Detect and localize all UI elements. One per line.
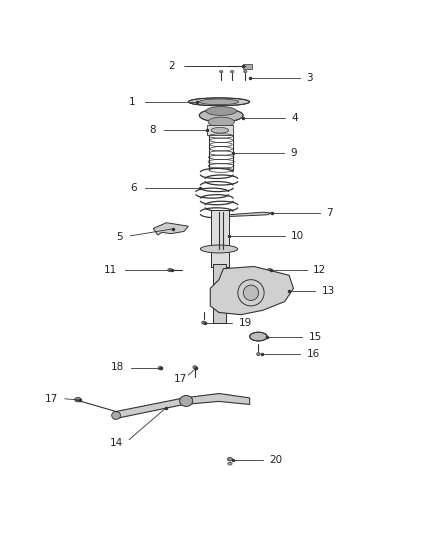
Ellipse shape [250, 332, 267, 341]
Text: 19: 19 [239, 318, 252, 328]
Text: 8: 8 [150, 125, 156, 135]
Bar [211, 209, 229, 266]
Ellipse shape [257, 352, 260, 356]
Text: 3: 3 [307, 73, 313, 83]
Ellipse shape [201, 321, 206, 324]
Text: 6: 6 [130, 183, 137, 192]
Polygon shape [114, 393, 250, 419]
Text: 5: 5 [116, 232, 123, 242]
Ellipse shape [211, 127, 229, 133]
Text: 12: 12 [313, 265, 326, 275]
Bar [207, 125, 233, 135]
Text: 9: 9 [290, 148, 297, 158]
Text: 1: 1 [129, 97, 136, 107]
Text: 2: 2 [169, 61, 175, 71]
Ellipse shape [244, 70, 247, 72]
Text: 16: 16 [307, 349, 320, 359]
Text: 20: 20 [269, 455, 283, 465]
Ellipse shape [227, 457, 233, 461]
Text: 18: 18 [111, 362, 124, 372]
Ellipse shape [199, 99, 239, 104]
Bar [213, 264, 226, 324]
Text: 4: 4 [291, 112, 298, 123]
Ellipse shape [228, 462, 232, 465]
Ellipse shape [219, 70, 223, 72]
Ellipse shape [112, 411, 120, 419]
Bar [243, 64, 252, 69]
Bar [211, 209, 229, 266]
Polygon shape [210, 266, 293, 314]
Text: 17: 17 [45, 394, 58, 404]
Text: 14: 14 [110, 438, 123, 448]
Ellipse shape [230, 70, 234, 72]
Ellipse shape [208, 117, 234, 127]
Ellipse shape [200, 245, 237, 253]
Ellipse shape [74, 398, 81, 402]
Polygon shape [153, 223, 188, 235]
Ellipse shape [193, 366, 197, 369]
Ellipse shape [188, 98, 250, 106]
Ellipse shape [180, 395, 193, 407]
Polygon shape [228, 212, 272, 216]
Text: 11: 11 [104, 265, 117, 275]
Bar [213, 264, 226, 324]
Ellipse shape [158, 366, 162, 370]
Text: 10: 10 [291, 231, 304, 241]
Text: 15: 15 [309, 332, 322, 342]
Ellipse shape [168, 269, 172, 271]
Ellipse shape [244, 285, 258, 301]
Text: 17: 17 [174, 374, 187, 384]
Text: 7: 7 [326, 208, 333, 218]
Ellipse shape [267, 269, 271, 271]
Ellipse shape [199, 109, 243, 122]
Text: 13: 13 [322, 286, 335, 296]
Ellipse shape [206, 107, 237, 115]
